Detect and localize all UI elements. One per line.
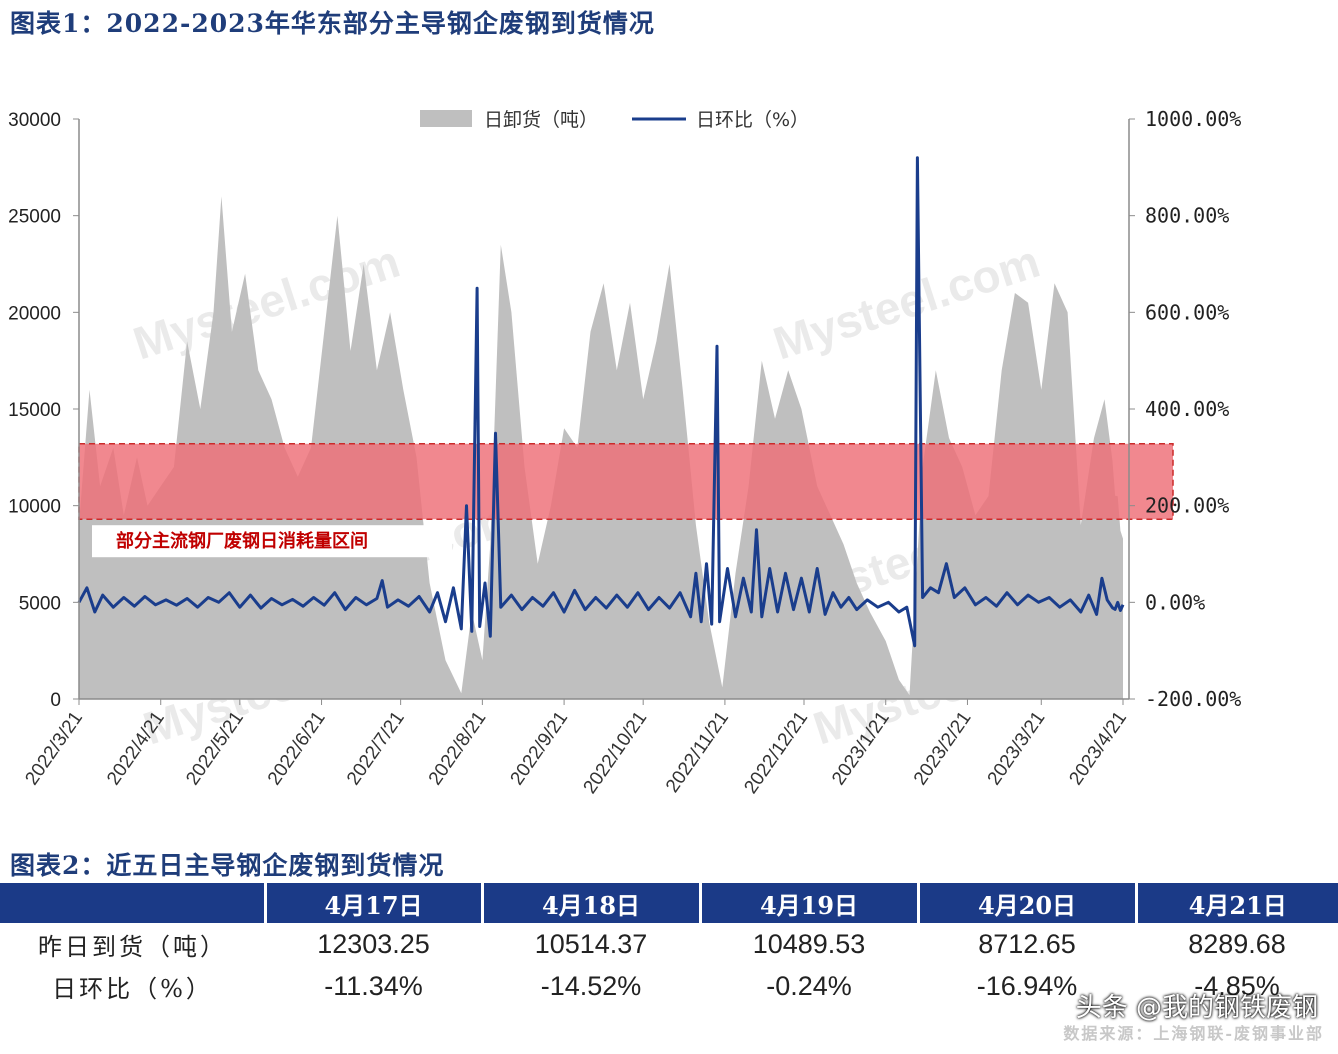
y-right-tick-label: 200.00% (1145, 494, 1229, 518)
y-right-tick-label: 0.00% (1145, 590, 1205, 614)
table-cell: -0.24% (766, 970, 852, 1001)
table-cell: 8712.65 (978, 928, 1076, 959)
row-label: 日环比（%） (52, 974, 213, 1003)
legend-label-area: 日卸货（吨） (484, 109, 598, 131)
consumption-band: 部分主流钢厂废钢日消耗量区间 (78, 443, 1174, 558)
table-cell: 10514.37 (534, 928, 648, 959)
chart-title: 图表1：2022-2023年华东部分主导钢企废钢到货情况 (10, 9, 655, 38)
y-left-tick-label: 0 (50, 690, 61, 711)
band-label: 部分主流钢厂废钢日消耗量区间 (116, 530, 368, 552)
table-cell: -14.52% (540, 970, 642, 1001)
table-header-row: 4月17日 4月18日 4月19日 4月20日 4月21日 (0, 883, 1338, 923)
table-cell: -16.94% (976, 970, 1078, 1001)
x-tick-label: 2022/10/21 (580, 708, 652, 798)
table-cell: 8289.68 (1188, 928, 1286, 959)
arrival-chart: Mysteel.comMysteel.comMysteel.comMysteel… (8, 107, 1241, 798)
y-right-tick-label: 1000.00% (1145, 107, 1241, 131)
table-header-date: 4月18日 (480, 883, 700, 923)
y-right-tick-label: -200.00% (1145, 687, 1241, 711)
y-left-tick-label: 15000 (8, 400, 61, 421)
x-tick-label: 2022/11/21 (662, 708, 733, 797)
table-cell: 10489.53 (752, 928, 866, 959)
x-tick-label: 2022/12/21 (740, 708, 812, 798)
table-header-date: 4月17日 (263, 883, 482, 923)
x-tick-label: 2022/7/21 (343, 708, 409, 789)
y-right-tick-label: 400.00% (1145, 397, 1229, 421)
table-row: 日环比（%） -11.34% -14.52% -0.24% -16.94% -4… (0, 965, 1338, 1007)
band-label-bg (92, 525, 452, 558)
line-series-ratio (77, 156, 1125, 648)
table-cell: 12303.25 (317, 928, 430, 959)
y-left-tick-label: 20000 (8, 303, 61, 324)
legend: 日卸货（吨） 日环比（%） (420, 109, 809, 131)
row-label: 昨日到货（吨） (38, 932, 227, 961)
x-tick-label: 2022/6/21 (264, 708, 330, 789)
table-header-date: 4月20日 (916, 883, 1136, 923)
watermark-text: Mysteel.com (767, 235, 1046, 370)
x-tick-label: 2022/8/21 (425, 708, 491, 789)
y-left-tick-label: 5000 (19, 593, 61, 614)
y-right-tick-label: 800.00% (1145, 204, 1229, 228)
x-tick-label: 2022/3/21 (21, 708, 87, 789)
y-left-tick-label: 10000 (8, 497, 61, 518)
table-title: 图表2：近五日主导钢企废钢到货情况 (10, 851, 445, 880)
consumption-band-rect (78, 443, 1174, 520)
y-left-tick-label: 25000 (8, 207, 61, 228)
x-tick-label: 2022/9/21 (506, 708, 572, 789)
table-row: 昨日到货（吨） 12303.25 10514.37 10489.53 8712.… (0, 923, 1338, 965)
data-source: 数据来源：上海钢联-废钢事业部 (1063, 1024, 1324, 1043)
table-header-blank (0, 883, 265, 923)
y-right-tick-label: 600.00% (1145, 300, 1229, 324)
legend-swatch-area (420, 110, 472, 127)
table-cell: -4.85% (1194, 970, 1280, 1001)
y-left-tick-label: 30000 (8, 110, 61, 131)
platform-watermark: 头条 @我的钢铁废钢 (1075, 993, 1318, 1023)
arrival-table: 4月17日 4月18日 4月19日 4月20日 4月21日 昨日到货（吨） 12… (0, 883, 1338, 1007)
table-header-date: 4月19日 (698, 883, 918, 923)
legend-label-line: 日环比（%） (696, 109, 809, 131)
x-tick-label: 2023/3/21 (984, 708, 1050, 789)
x-tick-label: 2023/4/21 (1065, 708, 1131, 789)
table-header-date: 4月21日 (1134, 883, 1338, 923)
table-cell: -11.34% (324, 970, 423, 1001)
